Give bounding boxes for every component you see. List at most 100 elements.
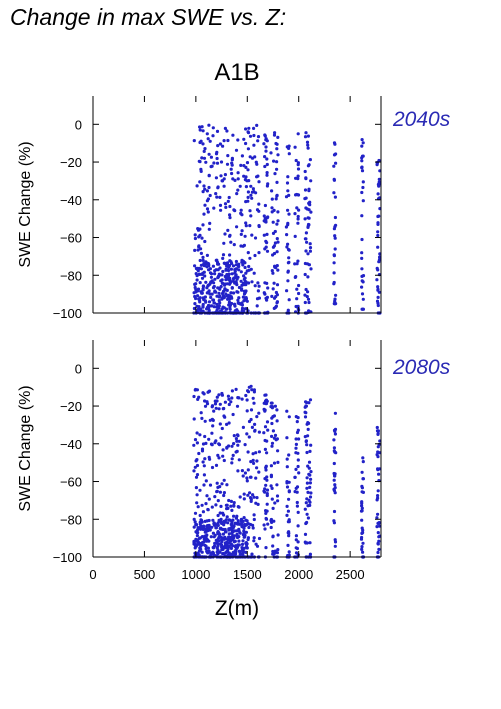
data-point — [241, 533, 245, 537]
data-point — [275, 222, 279, 226]
data-point — [245, 519, 249, 523]
data-point — [263, 133, 267, 137]
data-point — [225, 162, 230, 166]
data-point — [306, 490, 310, 494]
data-point — [306, 290, 310, 294]
data-point — [215, 395, 219, 399]
data-point — [223, 527, 227, 532]
x-tick-label: 500 — [134, 567, 156, 582]
data-point — [361, 541, 365, 545]
data-point — [205, 265, 209, 269]
data-point — [210, 443, 214, 447]
data-point — [236, 505, 240, 509]
data-point — [199, 520, 203, 524]
data-point — [333, 225, 337, 229]
data-point — [228, 253, 232, 257]
data-point — [198, 513, 202, 518]
data-point — [237, 439, 241, 443]
data-point — [240, 229, 244, 233]
data-point — [239, 208, 243, 212]
data-point — [244, 283, 248, 287]
data-point — [360, 506, 364, 510]
data-point — [305, 140, 310, 144]
data-point — [257, 209, 261, 213]
data-point — [333, 247, 337, 251]
data-point — [214, 176, 218, 180]
data-point — [207, 300, 212, 304]
data-point — [361, 274, 366, 278]
data-point — [217, 539, 221, 543]
data-point — [244, 393, 248, 398]
data-point — [241, 549, 245, 553]
data-point — [376, 521, 380, 526]
data-point — [287, 489, 291, 493]
data-point — [265, 173, 269, 177]
data-point — [247, 281, 251, 285]
data-point — [199, 267, 203, 271]
data-point — [255, 496, 259, 500]
data-point — [218, 485, 222, 489]
data-point — [234, 516, 238, 520]
data-point — [219, 517, 223, 521]
data-point — [377, 535, 381, 539]
data-point — [245, 299, 249, 303]
data-point — [195, 463, 200, 468]
data-point — [217, 443, 222, 447]
data-point — [216, 513, 220, 518]
data-point — [266, 215, 270, 219]
data-point — [332, 253, 336, 257]
data-point — [294, 158, 298, 163]
data-point — [305, 240, 309, 244]
data-point — [204, 547, 208, 551]
data-point — [225, 483, 229, 487]
data-point — [361, 550, 365, 554]
data-point — [223, 232, 227, 236]
data-point — [309, 443, 313, 447]
data-point — [272, 251, 277, 256]
data-point — [240, 469, 244, 473]
data-point — [224, 530, 228, 534]
data-point — [209, 535, 213, 539]
data-point — [201, 190, 205, 194]
data-point — [229, 504, 233, 508]
data-point — [360, 279, 364, 283]
data-point — [232, 514, 236, 518]
data-point — [233, 302, 237, 306]
data-point — [192, 394, 196, 399]
data-point — [294, 538, 298, 542]
data-point — [287, 212, 291, 216]
data-point — [276, 460, 280, 464]
data-point — [247, 126, 251, 130]
data-point — [220, 482, 224, 486]
data-point — [198, 227, 202, 231]
data-point — [249, 460, 253, 464]
data-point — [208, 139, 212, 143]
data-point — [221, 256, 225, 260]
data-point — [227, 402, 231, 407]
data-point — [257, 411, 261, 415]
data-point — [224, 205, 228, 209]
data-point — [272, 133, 277, 137]
data-point — [257, 251, 261, 255]
data-point — [257, 430, 261, 434]
data-point — [275, 194, 279, 198]
data-point — [307, 466, 311, 470]
data-point — [226, 154, 230, 158]
data-point — [303, 415, 308, 419]
data-point — [296, 217, 300, 221]
data-point — [275, 408, 279, 412]
data-point — [212, 284, 216, 289]
data-point — [223, 400, 227, 404]
data-point — [287, 248, 291, 252]
data-point — [265, 162, 269, 167]
data-point — [237, 535, 241, 539]
data-point — [216, 286, 220, 290]
data-point — [249, 193, 253, 197]
data-point — [199, 169, 203, 173]
data-point — [264, 468, 268, 472]
data-point — [262, 523, 266, 527]
data-point — [218, 402, 222, 406]
data-point — [253, 236, 258, 240]
data-point — [205, 189, 209, 193]
data-point — [246, 251, 250, 255]
